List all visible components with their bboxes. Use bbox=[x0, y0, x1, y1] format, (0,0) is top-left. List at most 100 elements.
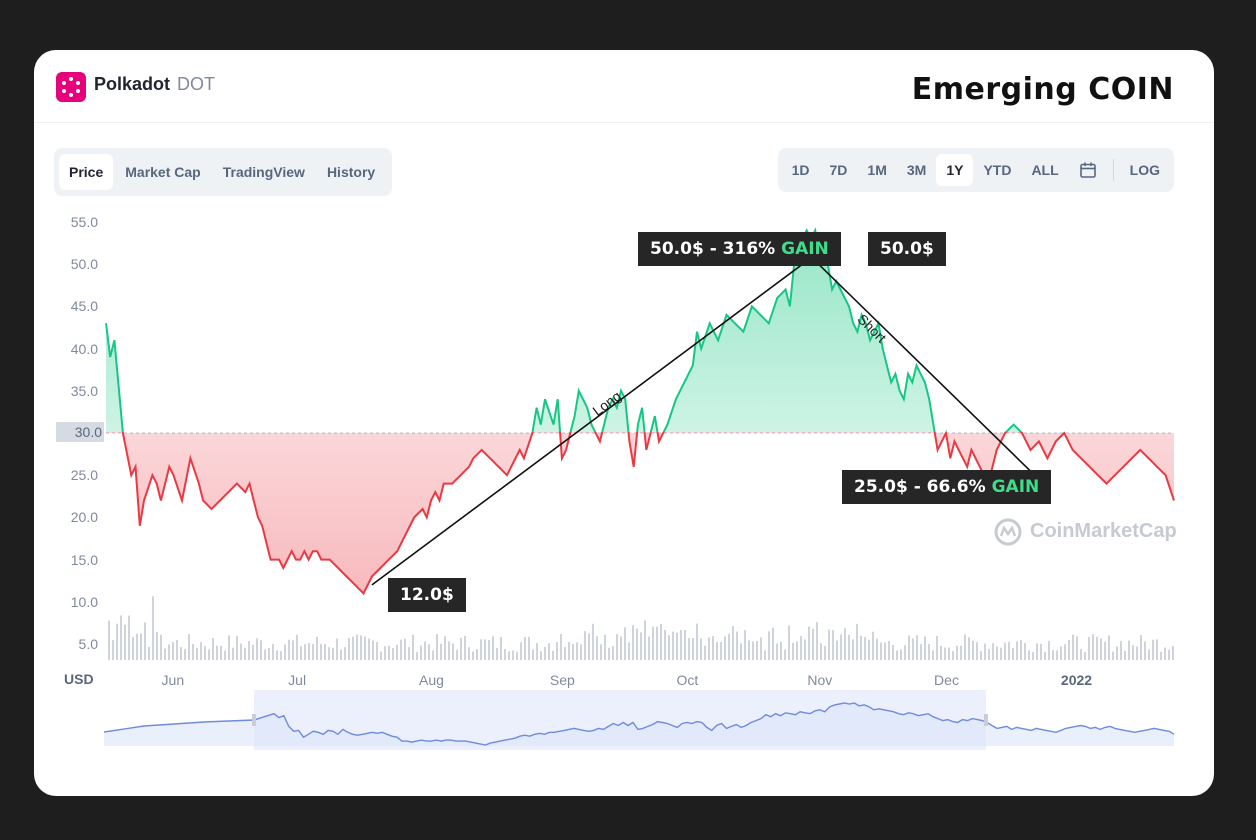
volume-bar bbox=[120, 615, 122, 660]
volume-bar bbox=[832, 630, 834, 660]
volume-bar bbox=[1004, 642, 1006, 660]
y-tick-label: 10.0 bbox=[70, 593, 98, 610]
range-7d[interactable]: 7D bbox=[829, 162, 848, 178]
volume-bar bbox=[356, 634, 358, 660]
volume-bar bbox=[808, 626, 810, 660]
range-all[interactable]: ALL bbox=[1031, 162, 1059, 178]
volume-bar bbox=[1136, 646, 1138, 660]
volume-bar bbox=[760, 637, 762, 660]
volume-bar bbox=[460, 637, 462, 660]
current-price-label: 30.0 bbox=[56, 422, 104, 442]
volume-bar bbox=[508, 651, 510, 660]
range-1y[interactable]: 1Y bbox=[936, 154, 974, 186]
volume-bar bbox=[1008, 641, 1010, 660]
tab-history[interactable]: History bbox=[326, 164, 376, 180]
volume-bar bbox=[424, 641, 426, 660]
volume-bar bbox=[856, 623, 858, 660]
peak-gain-callout: 50.0$ - 316% GAIN bbox=[638, 232, 841, 266]
volume-bar bbox=[176, 639, 178, 660]
navigator-handle-right[interactable] bbox=[984, 714, 988, 726]
volume-bar bbox=[444, 636, 446, 660]
volume-bar bbox=[268, 647, 270, 660]
volume-bar bbox=[1080, 648, 1082, 660]
volume-bar bbox=[324, 644, 326, 660]
volume-bar bbox=[780, 641, 782, 660]
volume-bar bbox=[240, 643, 242, 660]
range-3m[interactable]: 3M bbox=[906, 162, 927, 178]
range-ytd[interactable]: YTD bbox=[983, 162, 1012, 178]
volume-bar bbox=[920, 643, 922, 660]
volume-bar bbox=[228, 635, 230, 660]
volume-bar bbox=[1028, 650, 1030, 660]
peak-gain-value: 50.0$ - 316% bbox=[650, 239, 776, 259]
volume-bar bbox=[264, 649, 266, 660]
range-1m[interactable]: 1M bbox=[867, 162, 887, 178]
volume-bar bbox=[792, 642, 794, 660]
volume-bar bbox=[740, 643, 742, 660]
calendar-icon[interactable] bbox=[1079, 161, 1097, 179]
volume-bar bbox=[796, 641, 798, 660]
volume-bar bbox=[592, 623, 594, 660]
volume-bar bbox=[1060, 646, 1062, 660]
volume-bar bbox=[696, 623, 698, 660]
volume-bar bbox=[868, 639, 870, 660]
volume-bar bbox=[1076, 636, 1078, 660]
volume-bar bbox=[156, 632, 158, 660]
volume-bar bbox=[828, 629, 830, 660]
peak-price-callout: 50.0$ bbox=[868, 232, 946, 266]
volume-bar bbox=[568, 641, 570, 660]
volume-bar bbox=[532, 649, 534, 660]
volume-bar bbox=[768, 631, 770, 660]
volume-bar bbox=[596, 636, 598, 660]
volume-bar bbox=[732, 626, 734, 660]
top-bar: Polkadot DOT Emerging COIN bbox=[34, 50, 1214, 123]
volume-bar bbox=[348, 638, 350, 660]
volume-bar bbox=[312, 644, 314, 660]
volume-bar bbox=[636, 628, 638, 660]
volume-bar bbox=[336, 638, 338, 660]
volume-bar bbox=[516, 651, 518, 660]
volume-bar bbox=[1100, 638, 1102, 660]
x-tick-label: Sep bbox=[549, 672, 575, 688]
volume-bar bbox=[976, 642, 978, 660]
volume-bar bbox=[1128, 640, 1130, 660]
volume-bars bbox=[108, 596, 1174, 660]
navigator-line bbox=[103, 702, 1175, 746]
volume-bar bbox=[1052, 650, 1054, 660]
polkadot-logo-icon bbox=[56, 72, 86, 102]
volume-bar bbox=[952, 651, 954, 660]
volume-bar bbox=[1012, 648, 1014, 660]
volume-bar bbox=[148, 646, 150, 660]
volume-bar bbox=[248, 641, 250, 660]
volume-bar bbox=[252, 644, 254, 660]
volume-bar bbox=[244, 647, 246, 660]
volume-bar bbox=[192, 643, 194, 660]
volume-bar bbox=[112, 640, 114, 660]
volume-bar bbox=[304, 644, 306, 660]
volume-bar bbox=[888, 641, 890, 660]
volume-bar bbox=[116, 623, 118, 660]
range-1d[interactable]: 1D bbox=[791, 162, 810, 178]
tab-market-cap[interactable]: Market Cap bbox=[125, 164, 201, 180]
tab-tradingview[interactable]: TradingView bbox=[222, 164, 305, 180]
tab-price[interactable]: Price bbox=[59, 154, 114, 190]
volume-bar bbox=[400, 639, 402, 660]
volume-bar bbox=[544, 646, 546, 660]
volume-bar bbox=[136, 633, 138, 660]
range-navigator[interactable] bbox=[103, 690, 1175, 750]
navigator-handle-left[interactable] bbox=[252, 714, 256, 726]
volume-bar bbox=[608, 647, 610, 660]
end-gain-word: GAIN bbox=[991, 477, 1040, 497]
volume-bar bbox=[500, 637, 502, 660]
volume-bar bbox=[624, 627, 626, 660]
volume-bar bbox=[1148, 649, 1150, 660]
volume-bar bbox=[208, 649, 210, 660]
volume-bar bbox=[936, 636, 938, 660]
volume-bar bbox=[284, 644, 286, 660]
volume-bar bbox=[788, 625, 790, 660]
volume-bar bbox=[748, 640, 750, 660]
volume-bar bbox=[1048, 640, 1050, 660]
volume-bar bbox=[804, 639, 806, 660]
log-toggle[interactable]: LOG bbox=[1129, 162, 1160, 178]
volume-bar bbox=[396, 644, 398, 660]
